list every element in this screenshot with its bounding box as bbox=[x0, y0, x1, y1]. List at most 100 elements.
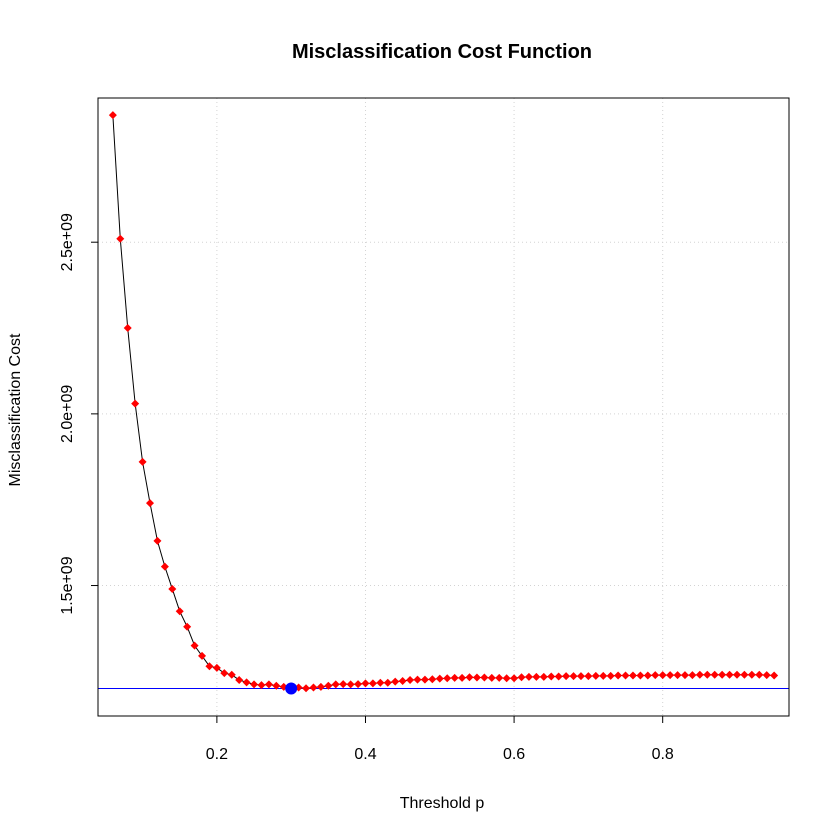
data-point bbox=[495, 673, 504, 682]
x-tick-label: 0.8 bbox=[652, 746, 674, 763]
data-point bbox=[628, 671, 637, 680]
data-point bbox=[703, 670, 712, 679]
data-point bbox=[562, 672, 571, 681]
data-point bbox=[770, 671, 779, 680]
data-point bbox=[138, 457, 147, 466]
data-point bbox=[643, 671, 652, 680]
data-point bbox=[688, 671, 697, 680]
data-point bbox=[680, 671, 689, 680]
data-point bbox=[168, 584, 177, 593]
data-point bbox=[554, 672, 563, 681]
data-points bbox=[108, 111, 779, 693]
data-point bbox=[487, 673, 496, 682]
data-point bbox=[361, 679, 370, 688]
data-point bbox=[524, 672, 533, 681]
data-point bbox=[160, 562, 169, 571]
data-point bbox=[502, 674, 511, 683]
data-point bbox=[576, 672, 585, 681]
data-point bbox=[264, 680, 273, 689]
data-point bbox=[190, 641, 199, 650]
data-point bbox=[235, 675, 244, 684]
grid bbox=[98, 98, 789, 716]
data-point bbox=[346, 680, 355, 689]
cost-curve-line bbox=[112, 115, 775, 690]
data-point bbox=[510, 674, 519, 683]
data-point bbox=[309, 683, 318, 692]
plot-frame bbox=[97, 97, 790, 717]
x-axis: 0.2 0.4 0.6 0.8 bbox=[206, 715, 674, 763]
data-point bbox=[725, 670, 734, 679]
data-point bbox=[450, 673, 459, 682]
data-point bbox=[651, 671, 660, 680]
y-tick-label: 1.5e+09 bbox=[59, 556, 76, 614]
data-point bbox=[331, 680, 340, 689]
y-axis-label: Misclassification Cost bbox=[7, 333, 24, 486]
x-tick-label: 0.2 bbox=[206, 746, 228, 763]
data-point bbox=[666, 671, 675, 680]
data-point bbox=[762, 671, 771, 680]
data-point bbox=[406, 675, 415, 684]
optimum-layer bbox=[285, 682, 298, 695]
y-tick-label: 2.0e+09 bbox=[59, 385, 76, 443]
data-point bbox=[718, 670, 727, 679]
chart-title: Misclassification Cost Function bbox=[292, 41, 592, 63]
data-point bbox=[123, 324, 132, 333]
data-point bbox=[547, 672, 556, 681]
data-point bbox=[695, 670, 704, 679]
data-point bbox=[420, 675, 429, 684]
x-tick-label: 0.4 bbox=[354, 746, 376, 763]
data-point bbox=[539, 672, 548, 681]
data-point bbox=[606, 671, 615, 680]
data-point bbox=[131, 399, 140, 408]
data-point bbox=[465, 673, 474, 682]
data-point bbox=[205, 662, 214, 671]
y-axis: 1.5e+09 2.0e+09 2.5e+09 bbox=[59, 213, 99, 615]
data-point bbox=[636, 671, 645, 680]
x-axis-label: Threshold p bbox=[400, 795, 485, 812]
data-point bbox=[472, 673, 481, 682]
data-point bbox=[532, 672, 541, 681]
data-point bbox=[673, 671, 682, 680]
data-point bbox=[614, 671, 623, 680]
data-point bbox=[398, 676, 407, 685]
y-tick-label: 2.5e+09 bbox=[59, 213, 76, 271]
data-point bbox=[153, 536, 162, 545]
data-point bbox=[591, 671, 600, 680]
data-point bbox=[175, 607, 184, 616]
data-point bbox=[428, 675, 437, 684]
data-point bbox=[732, 670, 741, 679]
data-point bbox=[584, 672, 593, 681]
data-point bbox=[435, 674, 444, 683]
data-point bbox=[220, 669, 229, 678]
data-point bbox=[383, 678, 392, 687]
data-point bbox=[257, 681, 266, 690]
data-point bbox=[242, 678, 251, 687]
data-point bbox=[316, 682, 325, 691]
data-point bbox=[354, 680, 363, 689]
data-point bbox=[198, 651, 207, 660]
data-point bbox=[740, 670, 749, 679]
data-point bbox=[658, 671, 667, 680]
data-point bbox=[621, 671, 630, 680]
series-line-layer bbox=[112, 115, 775, 690]
data-point bbox=[183, 622, 192, 631]
data-point bbox=[227, 670, 236, 679]
data-point bbox=[480, 673, 489, 682]
data-point bbox=[569, 672, 578, 681]
data-point bbox=[108, 111, 117, 120]
data-point bbox=[376, 678, 385, 687]
data-point bbox=[458, 673, 467, 682]
x-tick-label: 0.6 bbox=[503, 746, 525, 763]
optimal-threshold-point bbox=[285, 682, 298, 695]
data-point bbox=[443, 674, 452, 683]
data-point bbox=[212, 663, 221, 672]
data-point bbox=[710, 670, 719, 679]
data-point bbox=[272, 681, 281, 690]
data-point bbox=[747, 670, 756, 679]
data-point bbox=[339, 680, 348, 689]
data-point bbox=[250, 680, 259, 689]
data-point bbox=[368, 679, 377, 688]
data-point bbox=[324, 681, 333, 690]
data-point bbox=[599, 671, 608, 680]
